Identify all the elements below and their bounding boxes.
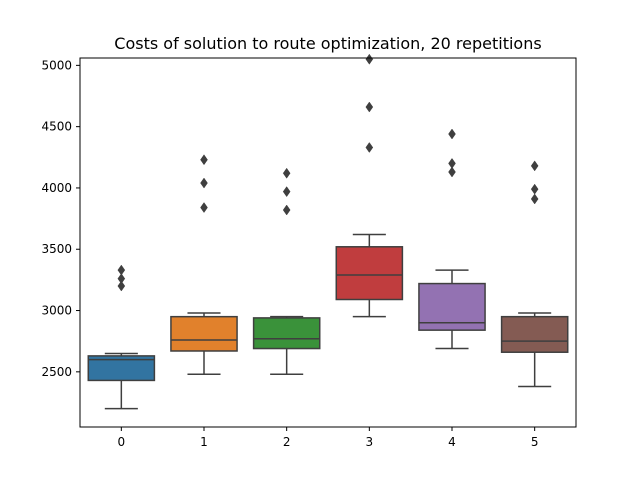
- y-tick-label: 3500: [41, 242, 72, 256]
- outlier-point: [448, 166, 456, 178]
- outlier-point: [200, 202, 208, 213]
- x-tick-label: 3: [366, 435, 374, 449]
- outlier-point: [282, 167, 291, 179]
- y-tick-label: 5000: [41, 58, 72, 72]
- box-3: [335, 246, 404, 301]
- outlier-point: [117, 280, 126, 292]
- x-tick-label: 5: [531, 435, 539, 449]
- outlier-point: [200, 154, 208, 166]
- y-tick-label: 3000: [41, 304, 72, 318]
- outlier-point: [365, 142, 374, 153]
- outlier-point: [200, 177, 208, 189]
- x-tick-label: 4: [448, 435, 456, 449]
- axes-frame: [79, 57, 577, 428]
- outlier-point: [282, 186, 291, 198]
- outlier-point: [530, 193, 539, 205]
- y-tick-label: 4000: [41, 181, 72, 195]
- box-2: [252, 317, 321, 350]
- outlier-point: [365, 101, 374, 113]
- box-1: [170, 315, 238, 352]
- chart-title: Costs of solution to route optimization,…: [114, 34, 541, 53]
- box-5: [500, 315, 569, 353]
- x-tick-label: 1: [200, 435, 208, 449]
- outlier-point: [530, 160, 539, 172]
- outlier-point: [448, 128, 456, 140]
- y-tick-label: 4500: [41, 120, 72, 134]
- y-tick-label: 2500: [41, 365, 72, 379]
- outlier-point: [282, 204, 291, 216]
- x-tick-label: 0: [118, 435, 126, 449]
- plot-area: 2500 3000 3500 4000 4500 5000 0 1 2 3 4 5: [41, 53, 569, 449]
- x-tick-label: 2: [283, 435, 291, 449]
